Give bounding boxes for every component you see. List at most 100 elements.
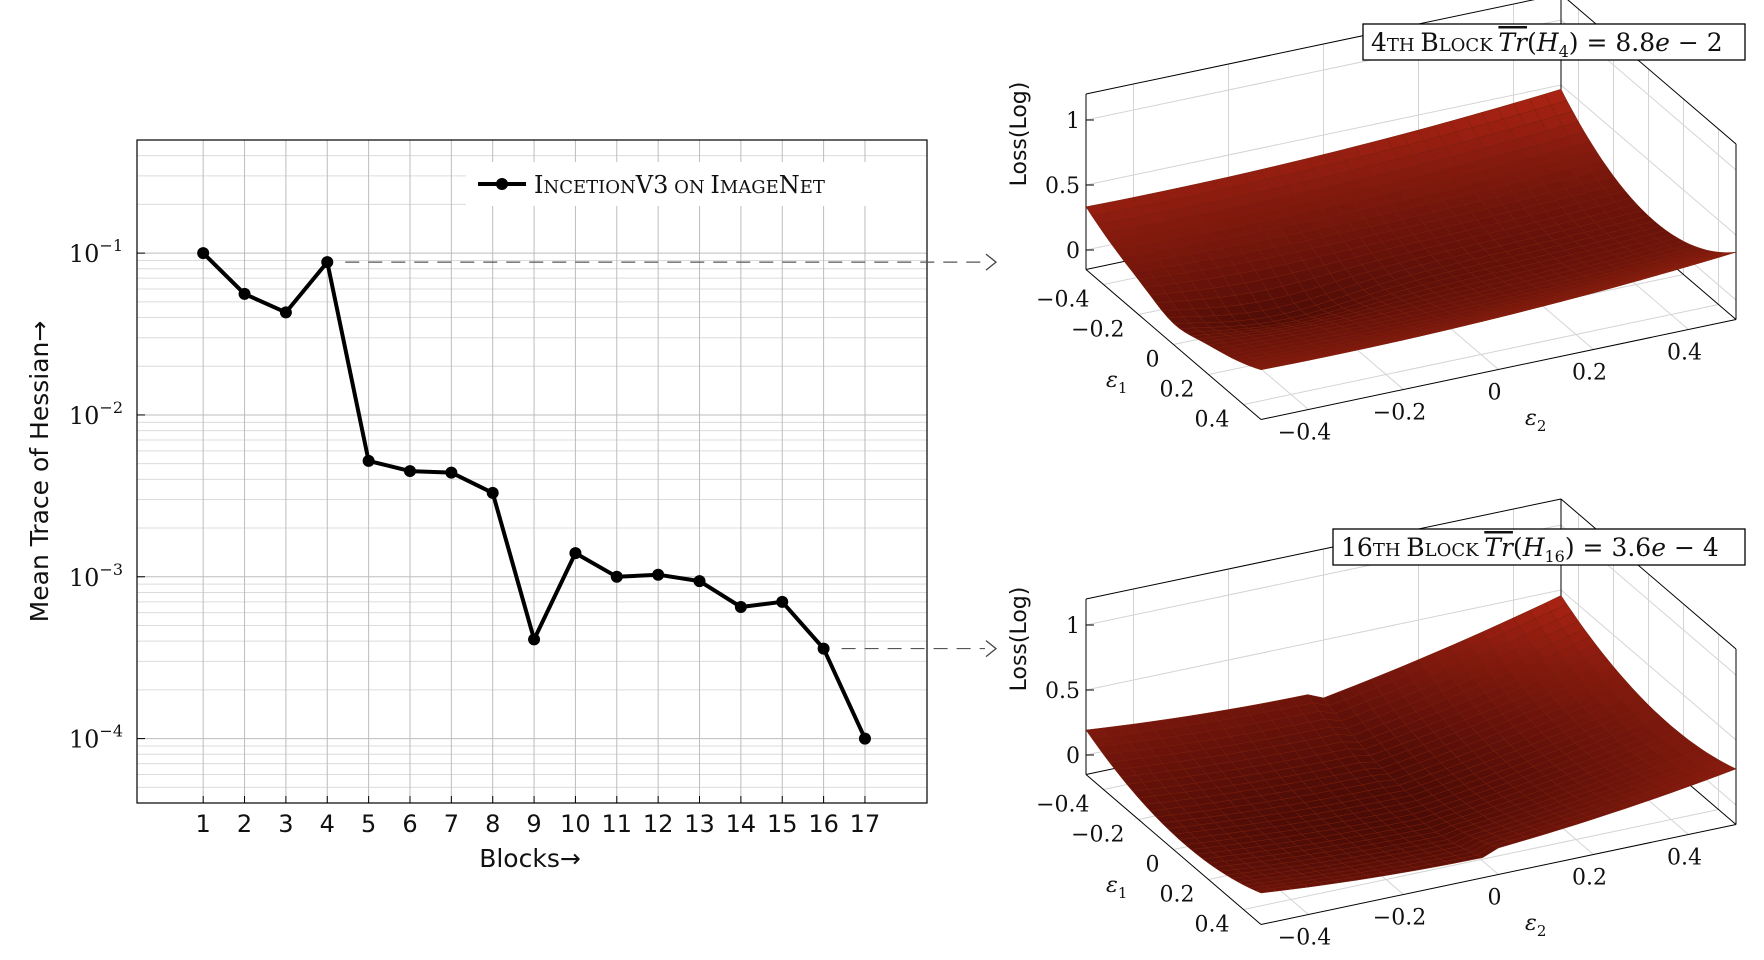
x-tick-label: 14 bbox=[726, 810, 757, 838]
panel-title-part: H bbox=[1536, 28, 1560, 57]
y-tick-label: 10−3 bbox=[69, 560, 123, 592]
panel-title-part: TH bbox=[1373, 540, 1406, 561]
panel-title-part: B bbox=[1406, 533, 1424, 562]
y-tick-label: 10−1 bbox=[69, 236, 123, 268]
eps2-tick-label: 0.2 bbox=[1572, 361, 1607, 386]
panel-title-part: ( bbox=[1527, 28, 1537, 57]
legend-box bbox=[466, 162, 926, 206]
loss-surface-block-16: 00.51−0.4−0.200.20.4−0.4−0.200.20.4Loss(… bbox=[1007, 498, 1746, 951]
data-point bbox=[403, 465, 416, 478]
panel-title: 4TH BLOCK Tr(H4) = 8.8e − 2 bbox=[1371, 28, 1723, 61]
x-tick-label: 4 bbox=[320, 810, 335, 838]
panel-title: 16TH BLOCK Tr(H16) = 3.6e − 4 bbox=[1341, 533, 1719, 566]
z-tick-label: 0 bbox=[1066, 744, 1080, 769]
z-tick-label: 0.5 bbox=[1045, 174, 1080, 199]
data-point bbox=[528, 633, 541, 646]
x-tick-label: 10 bbox=[560, 810, 591, 838]
box-edge bbox=[1260, 824, 1737, 925]
eps1-tick-label: 0 bbox=[1146, 853, 1160, 878]
data-point bbox=[279, 306, 292, 319]
x-tick-label: 7 bbox=[444, 810, 459, 838]
eps1-symbol: ε bbox=[1106, 873, 1118, 898]
eps2-tick-label: −0.4 bbox=[1278, 421, 1331, 446]
connector-arrowhead bbox=[985, 253, 998, 271]
data-point bbox=[817, 642, 830, 655]
eps1-subscript: 1 bbox=[1118, 379, 1128, 397]
z-tick-label: 0.5 bbox=[1045, 679, 1080, 704]
eps2-tick-label: 0.4 bbox=[1667, 341, 1702, 366]
legend-label-part: MAGE bbox=[720, 177, 779, 198]
data-point bbox=[858, 732, 871, 745]
panel-title-part: e bbox=[1651, 533, 1666, 562]
loss-surface bbox=[1085, 595, 1737, 894]
eps2-tick-label: −0.4 bbox=[1278, 926, 1331, 951]
y-tick-exponent: −3 bbox=[99, 560, 123, 579]
eps1-tick-label: −0.2 bbox=[1071, 823, 1124, 848]
eps2-symbol: ε bbox=[1525, 406, 1537, 431]
panel-title-part: LOCK bbox=[1439, 35, 1499, 56]
data-point bbox=[197, 247, 210, 260]
floor-gridline bbox=[1243, 809, 1719, 910]
eps2-tick-label: 0 bbox=[1488, 886, 1502, 911]
panel-title-part: 16 bbox=[1341, 533, 1373, 562]
data-point bbox=[445, 466, 458, 479]
data-point bbox=[486, 486, 499, 499]
plot-connectors bbox=[345, 253, 998, 658]
y-tick-label: 10−4 bbox=[69, 722, 123, 754]
eps2-tick-label: −0.2 bbox=[1373, 401, 1426, 426]
eps1-tick-label: 0.2 bbox=[1160, 883, 1195, 908]
y-tick-base: 10 bbox=[69, 564, 100, 592]
box-edge bbox=[1260, 319, 1737, 420]
panel-title-part: 4 bbox=[1371, 28, 1387, 57]
plot-frame bbox=[136, 139, 928, 804]
legend-label-part: I bbox=[710, 171, 719, 199]
panel-title-part: Tr bbox=[1484, 533, 1515, 562]
data-point bbox=[321, 256, 334, 269]
data-point bbox=[610, 570, 623, 583]
eps1-tick-label: −0.4 bbox=[1036, 793, 1089, 818]
legend-label: INCETIONV3 ON IMAGENET bbox=[534, 171, 825, 199]
eps2-subscript: 2 bbox=[1537, 417, 1547, 435]
x-tick-label: 13 bbox=[684, 810, 715, 838]
panel-title-part: TH bbox=[1387, 35, 1420, 56]
panel-title-part: − 2 bbox=[1670, 28, 1723, 57]
eps1-tick-label: 0.4 bbox=[1195, 913, 1230, 938]
hessian-trace-line-chart: 1 2 3 4 5 6 7 8 9 10 11 12 13 14 15 16 1710−110−210−310−… bbox=[25, 139, 928, 873]
eps2-tick-label: 0 bbox=[1488, 381, 1502, 406]
panel-title-box bbox=[1332, 528, 1746, 566]
x-tick-label: 3 bbox=[278, 810, 293, 838]
eps2-axis-title: ε2 bbox=[1525, 406, 1546, 435]
eps1-axis-title: ε1 bbox=[1106, 368, 1127, 397]
z-axis-title: Loss(Log) bbox=[1007, 587, 1032, 692]
eps1-tick-label: 0.4 bbox=[1195, 408, 1230, 433]
y-tick-label: 10−2 bbox=[69, 398, 123, 430]
panel-title-part: LOCK bbox=[1425, 540, 1485, 561]
eps2-tick-label: 0.2 bbox=[1572, 866, 1607, 891]
eps1-tick-label: −0.2 bbox=[1071, 318, 1124, 343]
y-tick-exponent: −4 bbox=[99, 722, 123, 741]
panel-title-part: ( bbox=[1513, 533, 1523, 562]
y-tick-base: 10 bbox=[69, 240, 100, 268]
panel-title-box bbox=[1362, 23, 1746, 61]
legend-label-part: V3 bbox=[635, 171, 669, 199]
data-point bbox=[238, 287, 251, 300]
z-tick-label: 1 bbox=[1066, 614, 1080, 639]
y-axis-title: Mean Trace of Hessian→ bbox=[25, 321, 54, 623]
legend-label-part: ON bbox=[668, 177, 710, 198]
legend-label-part: NCETION bbox=[543, 177, 635, 198]
panel-title-part: ) = 3.6 bbox=[1565, 533, 1651, 562]
eps1-symbol: ε bbox=[1106, 368, 1118, 393]
x-tick-label: 1 bbox=[196, 810, 211, 838]
eps2-tick-label: −0.2 bbox=[1373, 906, 1426, 931]
surface-panel bbox=[1254, 888, 1278, 894]
floor-gridline bbox=[1243, 304, 1719, 405]
panel-title-part: ) = 8.8 bbox=[1569, 28, 1655, 57]
y-tick-base: 10 bbox=[69, 402, 100, 430]
x-tick-label: 12 bbox=[643, 810, 674, 838]
eps1-tick-label: 0 bbox=[1146, 348, 1160, 373]
legend: INCETIONV3 ON IMAGENET bbox=[466, 162, 926, 206]
x-tick-label: 5 bbox=[361, 810, 376, 838]
legend-label-part: ET bbox=[800, 177, 825, 198]
panel-title-part: Tr bbox=[1498, 28, 1529, 57]
